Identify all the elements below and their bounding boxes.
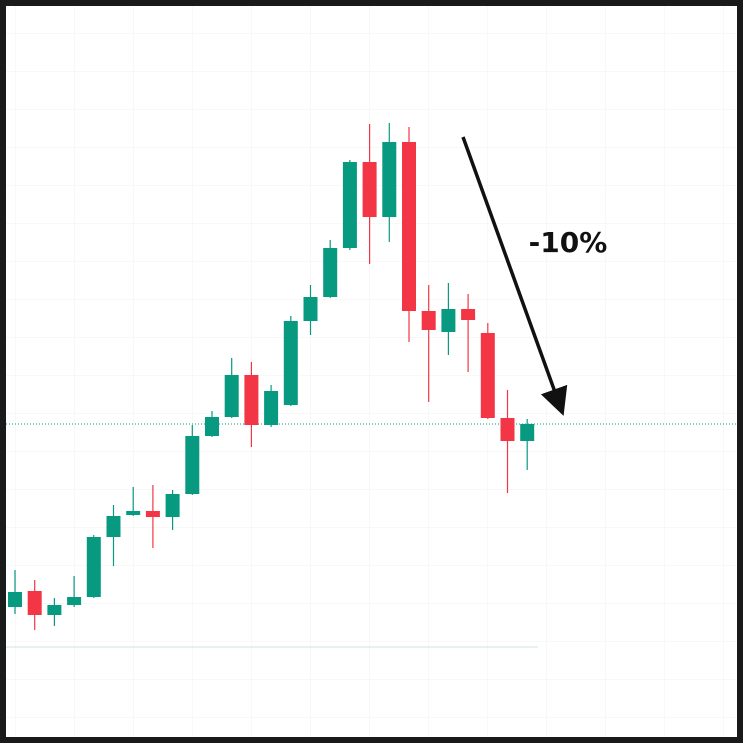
candle-body <box>67 597 82 605</box>
candle-body <box>480 333 495 418</box>
candle-body <box>106 516 121 537</box>
candle-body <box>342 162 357 248</box>
candle-body <box>86 537 101 597</box>
candle-body <box>382 142 397 217</box>
arrow <box>461 136 568 416</box>
candle-body <box>362 162 377 217</box>
candle-body <box>323 248 338 297</box>
candle-body <box>165 494 180 517</box>
candle-body <box>185 436 200 494</box>
candle-body <box>224 375 239 417</box>
candle-body <box>303 297 318 321</box>
candle-body <box>47 605 62 615</box>
annotation: -10% <box>529 226 608 259</box>
candle-body <box>421 311 436 330</box>
candle-body <box>264 391 279 425</box>
candle-body <box>244 375 259 425</box>
candle-body <box>441 309 456 332</box>
candle-body <box>500 418 515 441</box>
grid <box>6 6 737 737</box>
candle-body <box>126 511 141 515</box>
candle-body <box>461 309 476 320</box>
candle-body <box>402 142 416 311</box>
candle-body <box>145 511 160 517</box>
candle-body <box>8 592 22 607</box>
candle-body <box>520 424 535 441</box>
candle-body <box>205 417 219 436</box>
candles <box>6 123 737 630</box>
candle-body <box>283 321 298 405</box>
candle-body <box>27 591 42 615</box>
